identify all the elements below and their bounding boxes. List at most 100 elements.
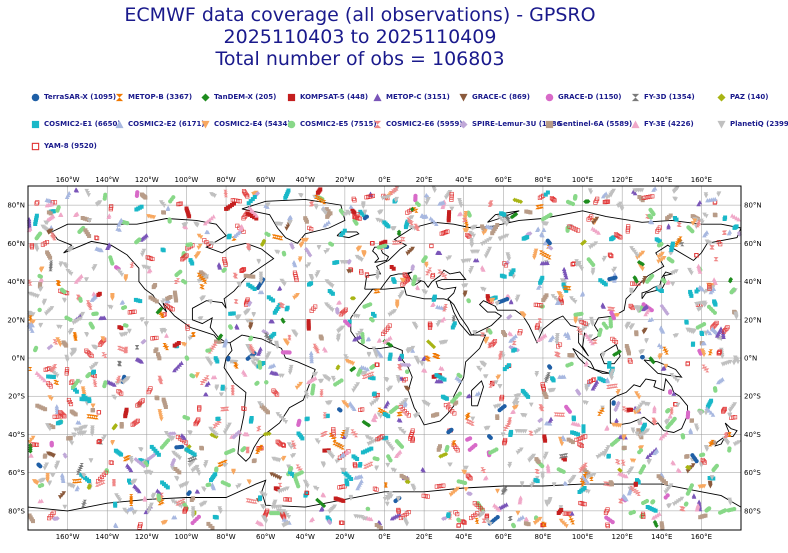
obs-point xyxy=(37,284,42,289)
obs-point xyxy=(124,407,129,412)
obs-point xyxy=(237,283,243,288)
obs-point xyxy=(685,491,690,496)
obs-point xyxy=(376,412,382,417)
obs-point xyxy=(97,438,102,444)
legend-label: COSMIC2-E6 (5959) xyxy=(386,120,463,128)
obs-point xyxy=(470,416,476,421)
obs-point xyxy=(34,236,39,241)
obs-point xyxy=(353,514,358,519)
obs-point xyxy=(665,418,671,423)
obs-point xyxy=(186,491,191,496)
obs-point xyxy=(559,278,565,283)
coastline xyxy=(241,198,346,244)
legend-label: COSMIC2-E4 (5434) xyxy=(214,120,291,128)
obs-point xyxy=(220,384,225,389)
obs-point xyxy=(372,456,377,461)
obs-point xyxy=(349,477,354,481)
obs-point xyxy=(33,243,38,248)
coastline xyxy=(336,231,360,239)
obs-point xyxy=(405,387,411,392)
obs-point xyxy=(113,503,118,508)
obs-point xyxy=(622,445,627,450)
legend-item: YAM-8 (9520) xyxy=(30,139,97,153)
obs-point xyxy=(80,216,85,220)
obs-point xyxy=(336,364,341,369)
obs-point xyxy=(96,440,101,445)
obs-point xyxy=(586,217,591,222)
obs-point xyxy=(573,312,578,317)
obs-point xyxy=(529,431,534,436)
obs-point xyxy=(246,308,251,313)
obs-point xyxy=(535,428,540,434)
obs-point xyxy=(360,450,365,455)
obs-point xyxy=(703,366,708,371)
obs-point xyxy=(28,281,33,286)
obs-point xyxy=(313,375,318,381)
obs-point xyxy=(184,355,189,360)
obs-point xyxy=(611,268,616,273)
obs-point xyxy=(446,512,451,517)
obs-point xyxy=(629,466,635,471)
obs-point xyxy=(686,225,691,230)
obs-point xyxy=(34,201,39,206)
obs-point xyxy=(134,207,139,212)
obs-point xyxy=(90,404,96,409)
obs-point xyxy=(127,478,131,483)
obs-point xyxy=(198,503,204,508)
obs-point xyxy=(610,336,615,341)
legend-marker-icon xyxy=(30,141,40,151)
obs-point xyxy=(405,251,410,256)
obs-point xyxy=(138,299,143,304)
obs-point xyxy=(704,508,709,513)
obs-point xyxy=(430,302,435,307)
obs-point xyxy=(727,446,732,451)
obs-point xyxy=(638,448,644,453)
obs-point xyxy=(184,206,189,211)
obs-point xyxy=(266,295,271,300)
obs-point xyxy=(309,281,314,286)
obs-point xyxy=(369,446,374,451)
obs-point xyxy=(119,452,124,457)
legend-item: SPIRE-Lemur-3U (1986 xyxy=(458,117,561,131)
obs-point xyxy=(36,462,41,467)
obs-point xyxy=(645,454,650,459)
legend-label: METOP-C (3151) xyxy=(386,93,450,101)
obs-point xyxy=(103,192,108,197)
obs-point xyxy=(647,458,652,464)
legend-item: GRACE-D (1150) xyxy=(544,90,622,104)
obs-point xyxy=(647,452,653,457)
obs-point xyxy=(55,337,60,342)
obs-point xyxy=(366,353,372,358)
obs-point xyxy=(109,460,114,465)
obs-point xyxy=(284,226,289,231)
obs-point xyxy=(308,350,314,355)
obs-point xyxy=(497,384,503,389)
obs-point xyxy=(713,213,718,218)
obs-point xyxy=(160,480,165,485)
obs-point xyxy=(320,492,325,497)
obs-point xyxy=(704,239,710,244)
obs-point xyxy=(299,470,304,475)
legend-item: COSMIC2-E1 (6650) xyxy=(30,117,121,131)
obs-point xyxy=(264,380,269,385)
obs-point xyxy=(651,212,656,217)
coastline xyxy=(223,334,316,462)
legend-marker-icon xyxy=(458,119,468,129)
obs-point xyxy=(665,493,670,498)
obs-point xyxy=(713,280,718,285)
coastline xyxy=(487,210,520,223)
obs-point xyxy=(46,451,51,456)
obs-point xyxy=(633,482,638,487)
obs-point xyxy=(544,293,549,298)
obs-point xyxy=(662,279,667,284)
obs-point xyxy=(179,360,184,365)
obs-point xyxy=(544,451,549,456)
obs-point xyxy=(189,498,194,502)
obs-point xyxy=(119,300,125,305)
obs-point xyxy=(309,352,314,358)
obs-point xyxy=(462,520,467,525)
obs-point xyxy=(178,269,183,274)
obs-point xyxy=(340,311,345,316)
obs-point xyxy=(215,359,220,364)
coastline xyxy=(599,343,621,365)
